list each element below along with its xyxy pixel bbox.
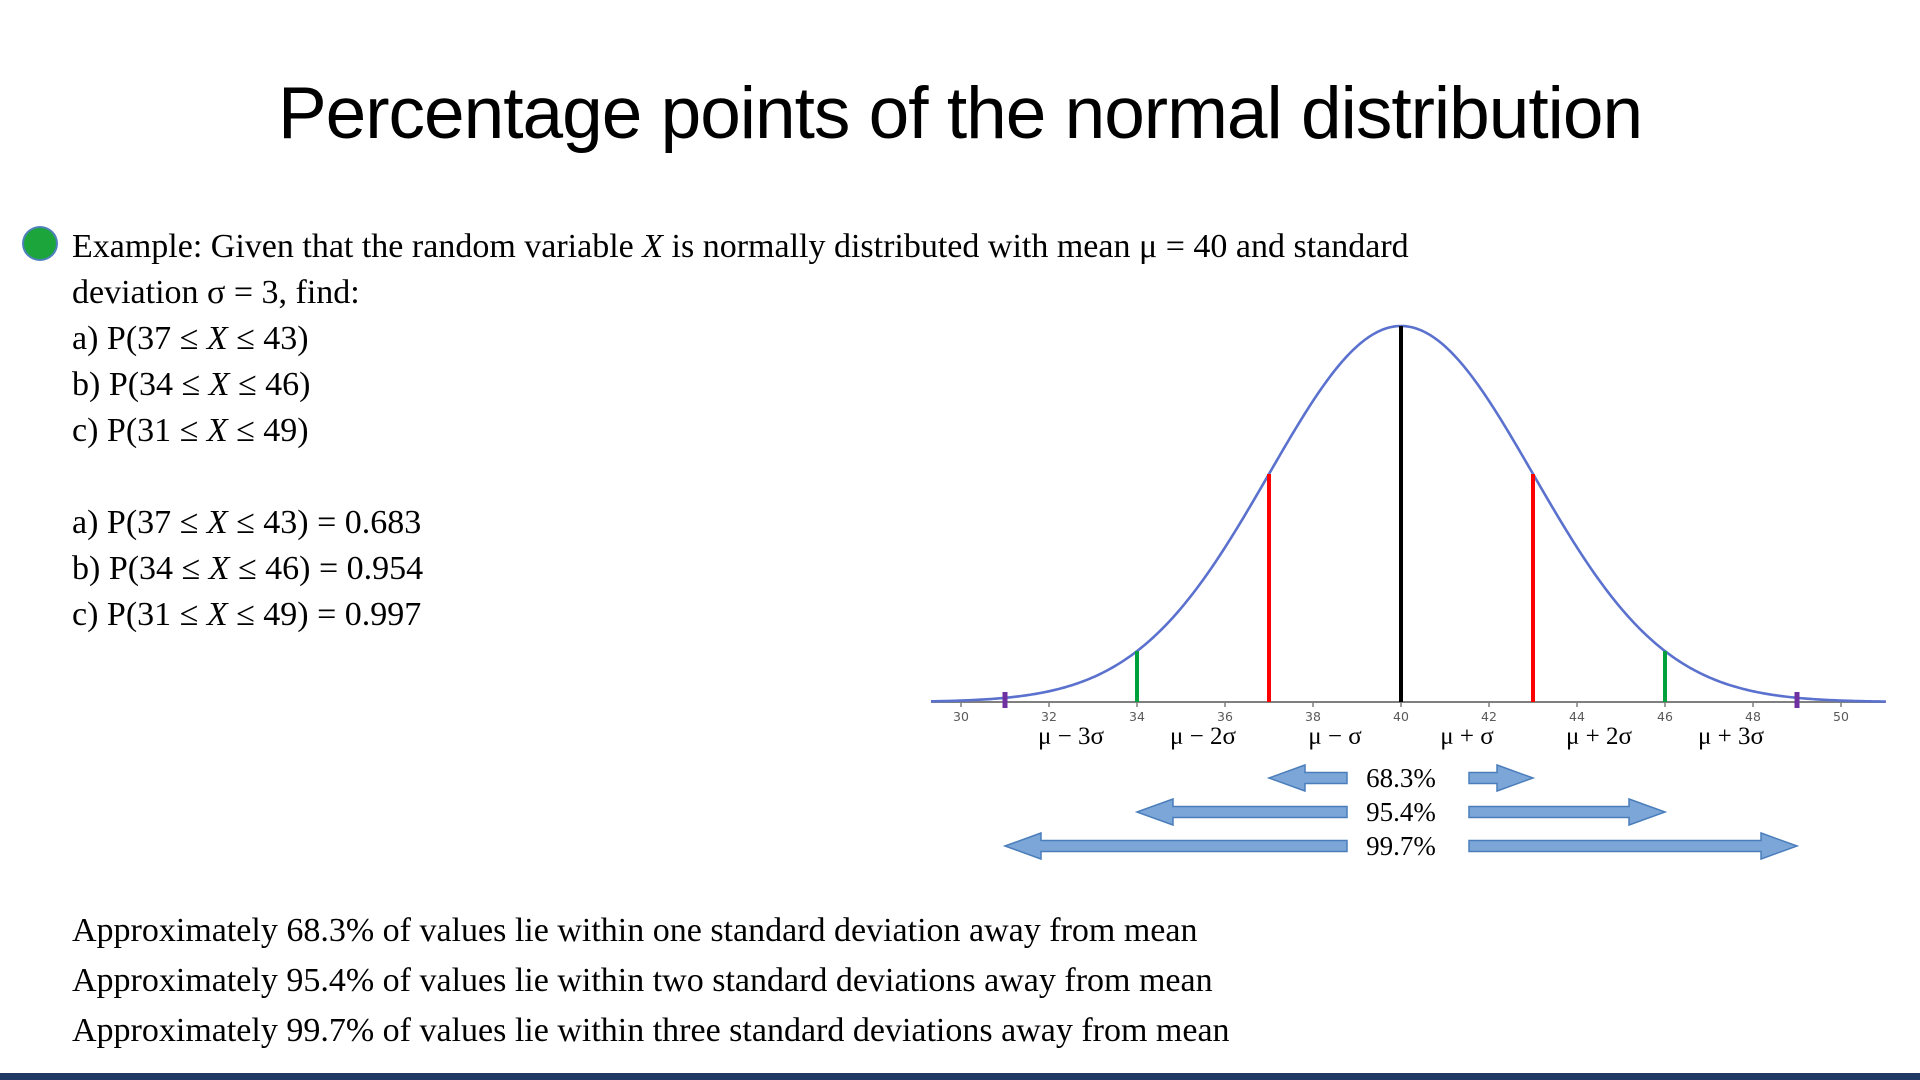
text-segment: X [206,412,228,449]
text-segment: X [208,550,230,587]
text-segment: a) P(37 ≤ [72,504,207,541]
text-segment: ≤ 46) = 0.954 [229,550,424,587]
text-line: a) P(37 ≤ X ≤ 43) = 0.683 [72,500,1409,546]
sigma-label: μ − 3σ [1038,723,1105,750]
x-tick-label: 34 [1129,709,1145,724]
text-line: c) P(31 ≤ X ≤ 49) = 0.997 [72,592,1409,638]
text-segment: X [206,504,228,541]
text-segment: X [206,596,228,633]
text-line: Approximately 99.7% of values lie within… [72,1012,1230,1049]
text-segment: deviation σ = 3, find: [72,274,360,311]
text-segment: ≤ 43) [227,320,309,357]
percentage-label: 68.3% [1366,763,1436,793]
text-line: Approximately 95.4% of values lie within… [72,962,1213,999]
text-segment: c) P(31 ≤ [72,412,207,449]
arrow-row: 95.4% [1134,797,1668,827]
text-segment: a) P(37 ≤ [72,320,207,357]
x-tick-label: 44 [1569,709,1585,724]
percentage-label: 99.7% [1366,831,1436,861]
text-segment: ≤ 49) = 0.997 [227,596,422,633]
text-segment: c) P(31 ≤ [72,596,207,633]
left-arrow-icon [1266,763,1348,793]
text-segment: b) P(34 ≤ [72,550,209,587]
text-line: b) P(34 ≤ X ≤ 46) [72,362,1409,408]
right-arrow-icon [1468,831,1800,861]
slide-title: Percentage points of the normal distribu… [277,73,1643,154]
text-line: c) P(31 ≤ X ≤ 49) [72,408,1409,454]
x-tick-label: 38 [1305,709,1321,724]
x-tick-label: 36 [1217,709,1233,724]
arrow-row: 68.3% [1266,763,1536,793]
left-arrow-icon [1134,797,1348,827]
right-arrow-icon [1468,797,1668,827]
text-line: Approximately 68.3% of values lie within… [72,912,1198,949]
text-line: b) P(34 ≤ X ≤ 46) = 0.954 [72,546,1409,592]
normal-distribution-chart: 30 32 34 36 38 40 42 44 46 48 50 μ − 3σ μ − 2σ μ − σ μ… [931,324,1886,861]
text-segment: b) P(34 ≤ [72,366,209,403]
arrow-row: 99.7% [1002,831,1800,861]
text-line: a) P(37 ≤ X ≤ 43) [72,316,1409,362]
x-tick-label: 48 [1745,709,1761,724]
right-arrow-icon [1468,763,1536,793]
x-tick-label: 40 [1393,709,1409,724]
text-line: Example: Given that the random variable … [72,224,1409,270]
text-segment: Example: Given that the random variable [72,228,643,265]
x-tick-label: 32 [1041,709,1057,724]
text-segment: is normally distributed with mean μ = 40… [663,228,1409,265]
x-tick-label: 30 [953,709,969,724]
green-bullet-icon [22,226,58,261]
text-line: deviation σ = 3, find: [72,270,1409,316]
x-tick-label: 50 [1833,709,1849,724]
sigma-label: μ + σ [1440,723,1494,750]
sigma-label: μ + 2σ [1566,723,1633,750]
x-tick-label: 46 [1657,709,1673,724]
x-tick-label: 42 [1481,709,1497,724]
conclusions-text-block: Approximately 68.3% of values lie within… [72,906,1230,1056]
sigma-label: μ − 2σ [1170,723,1237,750]
normal-curve [931,324,1886,703]
text-segment: X [642,228,664,265]
example-text-block: Example: Given that the random variable … [72,224,1409,638]
text-segment: ≤ 49) [227,412,309,449]
bottom-accent-bar [0,1073,1920,1080]
left-arrow-icon [1002,831,1348,861]
sigma-label: μ − σ [1308,723,1362,750]
percentage-label: 95.4% [1366,797,1436,827]
text-segment: X [208,366,230,403]
sigma-label: μ + 3σ [1698,723,1765,750]
text-segment: ≤ 43) = 0.683 [227,504,422,541]
text-segment: ≤ 46) [229,366,311,403]
text-segment: X [206,320,228,357]
